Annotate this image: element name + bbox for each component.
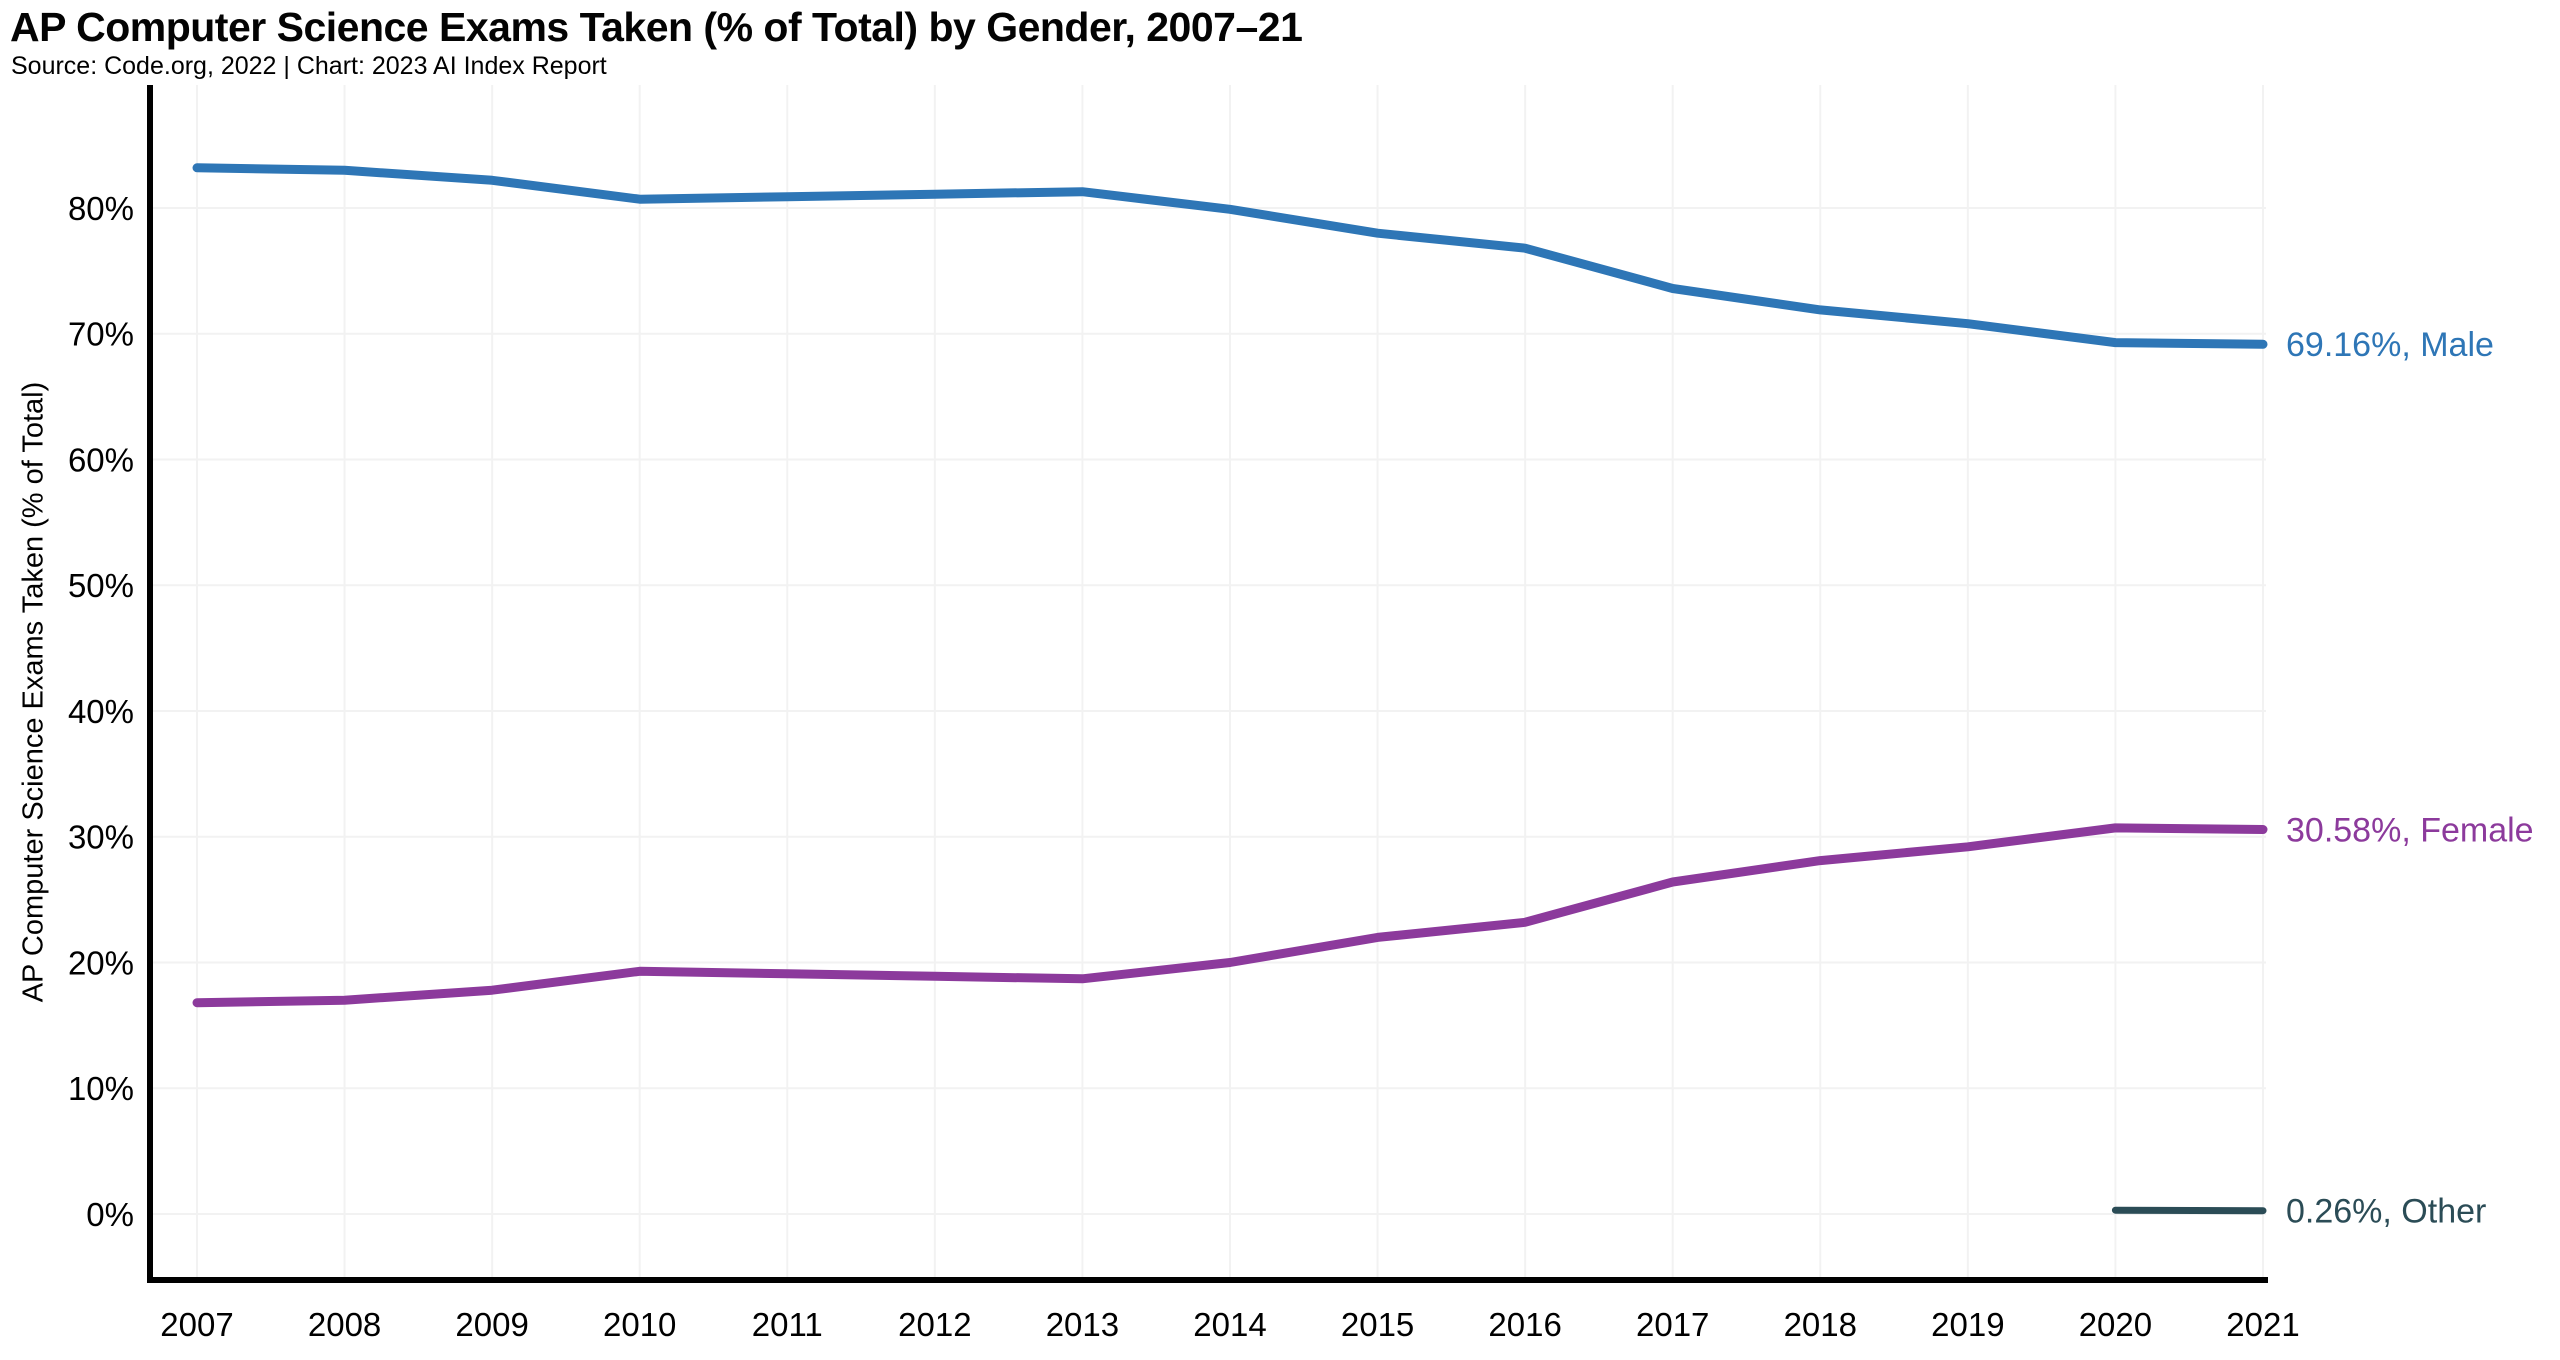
x-tick-labels: 2007 2008 2009 2010 2011 2012 2013 2014 2015 2016… (160, 1306, 2299, 1343)
axes (147, 85, 2268, 1283)
x-tick-label-2021: 2021 (2226, 1306, 2299, 1343)
series-end-label-female: 30.58%, Female (2286, 811, 2534, 849)
y-tick-label-80: 80% (68, 190, 134, 227)
y-tick-labels: 0% 10% 20% 30% 40% 50% 60% 70% 80% (68, 190, 134, 1233)
y-tick-label-0: 0% (86, 1196, 134, 1233)
x-tick-label-2008: 2008 (308, 1306, 381, 1343)
y-tick-label-40: 40% (68, 693, 134, 730)
x-tick-label-2015: 2015 (1341, 1306, 1414, 1343)
series-line-male (192, 163, 2268, 349)
x-tick-label-2012: 2012 (898, 1306, 971, 1343)
series-end-label-male: 69.16%, Male (2286, 326, 2494, 364)
x-tick-label-2010: 2010 (603, 1306, 676, 1343)
y-tick-label-70: 70% (68, 316, 134, 353)
vertical-gridlines (196, 85, 2264, 1280)
x-tick-label-2020: 2020 (2079, 1306, 2152, 1343)
chart-subtitle: Source: Code.org, 2022 | Chart: 2023 AI … (11, 52, 607, 80)
series-end-label-other: 0.26%, Other (2286, 1193, 2486, 1231)
y-tick-label-60: 60% (68, 441, 134, 478)
x-tick-label-2009: 2009 (455, 1306, 528, 1343)
x-tick-label-2007: 2007 (160, 1306, 233, 1343)
x-tick-label-2011: 2011 (752, 1306, 823, 1343)
x-tick-label-2019: 2019 (1931, 1306, 2004, 1343)
horizontal-gridlines (150, 207, 2266, 1215)
series-line-other (2111, 1206, 2267, 1215)
x-tick-label-2018: 2018 (1784, 1306, 1857, 1343)
series-line-female (192, 823, 2268, 1008)
x-tick-label-2014: 2014 (1193, 1306, 1266, 1343)
y-tick-label-30: 30% (68, 819, 134, 856)
y-tick-label-10: 10% (68, 1070, 134, 1107)
y-tick-label-20: 20% (68, 944, 134, 981)
chart-title: AP Computer Science Exams Taken (% of To… (10, 4, 1303, 50)
x-tick-label-2013: 2013 (1046, 1306, 1119, 1343)
x-tick-label-2017: 2017 (1636, 1306, 1709, 1343)
y-tick-label-50: 50% (68, 567, 134, 604)
x-tick-label-2016: 2016 (1488, 1306, 1561, 1343)
